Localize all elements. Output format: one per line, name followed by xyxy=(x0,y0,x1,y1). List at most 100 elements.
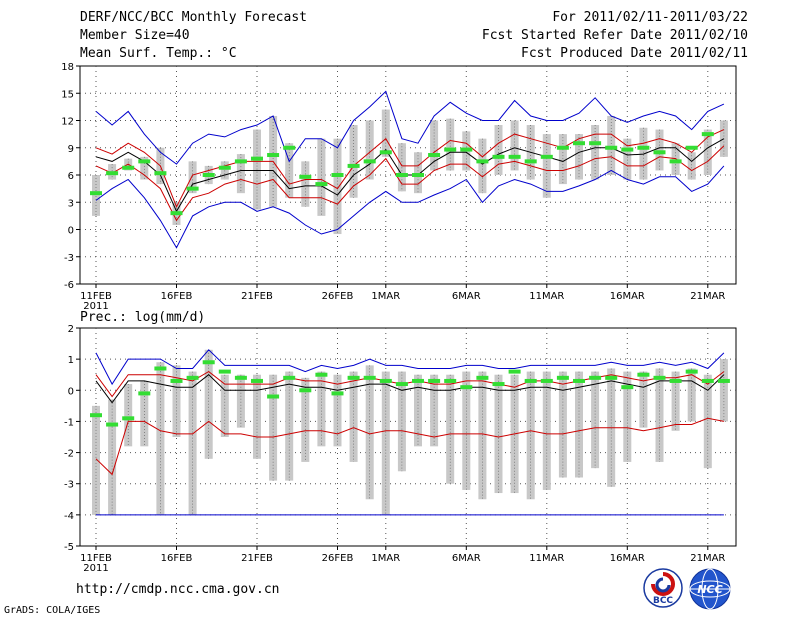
temp-ytick-label: 6 xyxy=(68,171,74,182)
prec-box xyxy=(172,365,181,437)
temp-box xyxy=(703,129,712,175)
prec-box xyxy=(317,371,326,447)
temp-box xyxy=(575,134,583,180)
prec-obs-marker xyxy=(556,375,569,380)
prec-box xyxy=(333,374,342,447)
source-url[interactable]: http://cmdp.ncc.cma.gov.cn xyxy=(76,582,280,597)
temp-box xyxy=(542,134,551,198)
temp-box xyxy=(301,161,310,207)
prec-obs-marker xyxy=(202,360,215,365)
prec-obs-marker xyxy=(573,378,585,383)
prec-box xyxy=(575,371,583,478)
prec-obs-marker xyxy=(621,385,634,390)
temp-line-min xyxy=(95,165,725,249)
temp-obs-marker xyxy=(379,150,392,155)
prec-box xyxy=(462,371,471,490)
temp-xtick-label: 11FEB xyxy=(80,291,112,302)
temp-obs-marker xyxy=(90,191,102,196)
variable-label: Mean Surf. Temp.: °C xyxy=(80,46,237,61)
produced-date: Fcst Produced Date 2011/02/11 xyxy=(521,46,748,61)
temp-obs-marker xyxy=(251,156,263,161)
temp-xtick-label: 21MAR xyxy=(690,291,725,302)
temp-xtick-label: 21FEB xyxy=(241,291,273,302)
prec-box xyxy=(655,368,664,462)
prec-obs-marker xyxy=(701,378,714,383)
ncc-logo: NCC xyxy=(689,568,731,610)
temp-obs-marker xyxy=(605,145,618,150)
temp-line-lower xyxy=(95,145,725,222)
temp-box xyxy=(140,156,149,180)
temp-obs-marker xyxy=(589,141,602,146)
temp-box xyxy=(333,138,342,235)
temp-box xyxy=(446,118,455,171)
prec-xtick-label: 16MAR xyxy=(610,553,645,564)
prec-ytick-label: -3 xyxy=(64,480,74,491)
temp-obs-marker xyxy=(460,147,473,152)
prec-ytick-label: 0 xyxy=(68,386,74,397)
prec-obs-marker xyxy=(363,375,376,380)
temp-obs-marker xyxy=(234,159,247,164)
prec-obs-marker xyxy=(669,378,682,383)
temp-box xyxy=(381,109,390,157)
prec-obs-marker xyxy=(717,378,730,383)
prec-xtick-label: 11MAR xyxy=(529,553,564,564)
temp-obs-marker xyxy=(106,171,119,176)
prec-box xyxy=(269,374,278,481)
prec-box xyxy=(639,371,648,428)
temp-obs-marker xyxy=(428,153,441,158)
prec-obs-marker xyxy=(653,375,666,380)
temp-line-max xyxy=(95,90,725,165)
forecast-period: For 2011/02/11-2011/03/22 xyxy=(552,10,748,25)
temp-obs-marker xyxy=(363,159,376,164)
prec-obs-marker xyxy=(444,378,457,383)
temp-ytick-label: 9 xyxy=(68,144,74,155)
temp-ytick-label: -3 xyxy=(64,253,74,264)
temp-xtick-label: 16MAR xyxy=(610,291,645,302)
prec-xtick-label: 16FEB xyxy=(161,553,193,564)
temp-obs-marker xyxy=(524,159,537,164)
prec-obs-marker xyxy=(428,378,441,383)
prec-obs-marker xyxy=(460,385,473,390)
temp-ytick-label: 0 xyxy=(68,226,74,237)
bcc-logo: BCC xyxy=(643,568,683,608)
prec-obs-marker xyxy=(138,391,151,396)
temp-obs-marker xyxy=(186,186,199,191)
prec-xtick-label: 1MAR xyxy=(371,553,400,564)
prec-xtick-label: 26FEB xyxy=(322,553,354,564)
temp-obs-marker xyxy=(331,173,344,177)
temp-box xyxy=(236,154,245,194)
prec-obs-marker xyxy=(299,388,312,393)
prec-obs-marker xyxy=(218,369,231,374)
temp-ytick-label: 12 xyxy=(61,117,74,128)
temp-box xyxy=(687,152,696,180)
prec-box xyxy=(430,374,439,447)
grads-credit: GrADS: COLA/IGES xyxy=(4,605,101,616)
prec-obs-marker xyxy=(524,378,537,383)
prec-box xyxy=(236,374,245,428)
prec-box xyxy=(542,371,551,490)
prec-line-max xyxy=(95,349,725,386)
prec-obs-marker xyxy=(540,378,553,383)
chart-title: DERF/NCC/BCC Monthly Forecast xyxy=(80,10,307,25)
prec-box xyxy=(397,371,406,472)
prec-obs-marker xyxy=(685,369,698,374)
temp-box xyxy=(365,120,374,180)
prec-box xyxy=(220,374,229,437)
started-date: Fcst Started Refer Date 2011/02/10 xyxy=(481,28,748,43)
temp-xtick-label: 11MAR xyxy=(529,291,564,302)
prec-box xyxy=(124,384,133,447)
temp-obs-marker xyxy=(685,145,698,150)
prec-obs-marker xyxy=(106,422,119,427)
prec-xtick-label: 6MAR xyxy=(452,553,481,564)
prec-obs-marker xyxy=(412,378,424,383)
prec-xtick-label: 21MAR xyxy=(690,553,725,564)
temp-obs-marker xyxy=(315,182,328,187)
temp-obs-marker xyxy=(299,174,312,179)
prec-obs-marker xyxy=(251,378,263,383)
temp-ytick-label: -6 xyxy=(64,280,74,291)
prec-obs-marker xyxy=(234,375,247,380)
prec-obs-marker xyxy=(589,375,602,380)
prec-obs-marker xyxy=(267,394,280,399)
temp-box xyxy=(92,175,100,216)
